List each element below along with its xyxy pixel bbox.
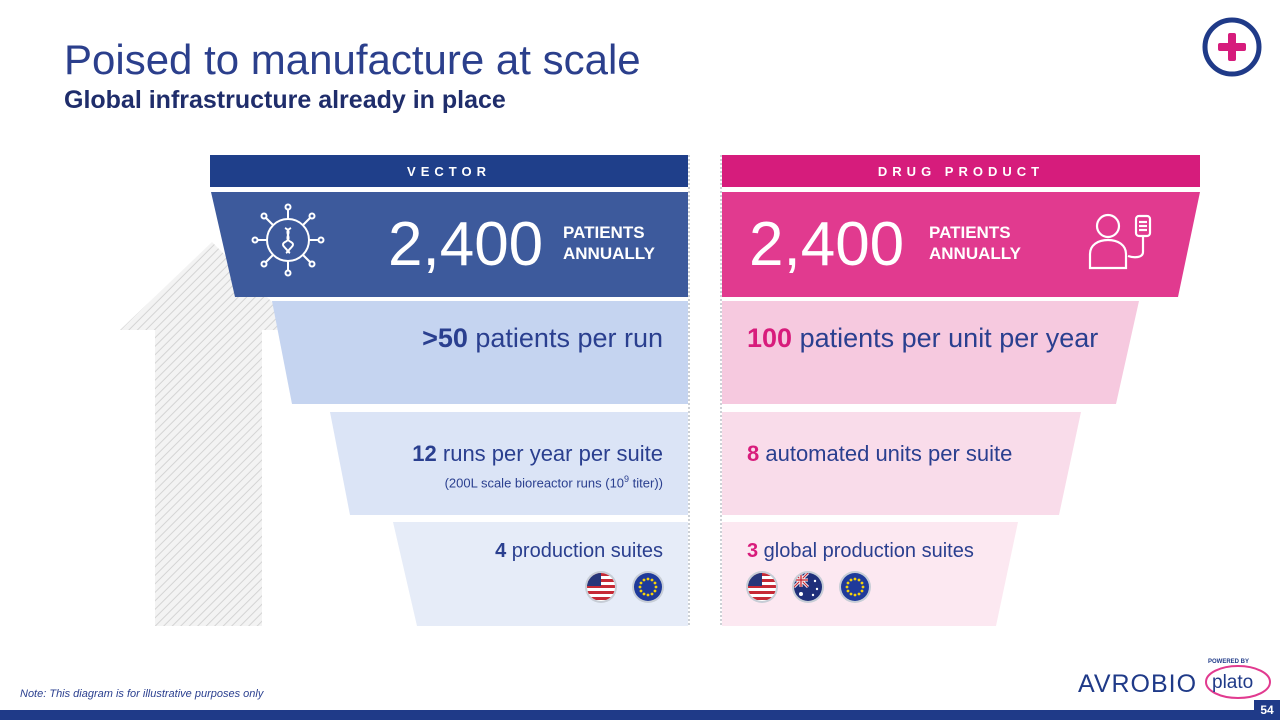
growth-arrow (120, 242, 300, 626)
vector-tier2-note: (200L scale bioreactor runs (109 titer)) (445, 474, 663, 490)
vector-tier2-note-sup: 9 (624, 474, 630, 484)
drug-headline-number: 2,400 (749, 210, 905, 279)
drug-tier3-value: 3 (747, 540, 759, 562)
drug-tier2-value: 8 (747, 441, 760, 466)
drug-headline-unit-line1: PATIENTS (929, 223, 1011, 242)
drug-headline-unit-line2: ANNUALLY (929, 244, 1021, 263)
vector-tier1-value: >50 (422, 323, 468, 353)
footer-bar (0, 710, 1280, 720)
drug-tier3-band (722, 522, 1018, 626)
vector-tier1-band (272, 301, 688, 404)
vector-tier2-note-post: titer)) (629, 475, 663, 491)
drug-tier1-text: 100 patients per unit per year (747, 323, 1098, 354)
drug-tier2-band (722, 412, 1081, 515)
eu-flag-icon (839, 571, 871, 603)
svg-text:POWERED BY: POWERED BY (1208, 659, 1249, 665)
vector-tier3-band (393, 522, 688, 626)
vector-tier2-text: 12 runs per year per suite (412, 441, 663, 467)
plus-icon (1202, 17, 1262, 77)
drug-tier1-value: 100 (747, 323, 793, 353)
drug-tier3-label: global production suites (758, 540, 974, 562)
patient-iv-icon (1088, 213, 1152, 270)
virus-icon (251, 203, 325, 277)
drug-headline-band (722, 192, 1200, 297)
drug-tier2-label: automated units per suite (759, 441, 1013, 466)
vector-tier3-label: production suites (506, 540, 663, 562)
eu-flag-icon (632, 571, 664, 603)
vector-tier2-band (330, 412, 688, 515)
vector-tier2-note-pre: (200L scale bioreactor runs (10 (444, 475, 625, 491)
vector-column-header: VECTOR (210, 155, 688, 187)
australia-flag-icon (792, 571, 824, 603)
vector-headline-number: 2,400 (388, 210, 544, 279)
page-title: Poised to manufacture at scale (64, 36, 641, 83)
page-number: 54 (1254, 700, 1280, 720)
drug-header-label: DRUG PRODUCT (877, 163, 1045, 179)
vector-header-label: VECTOR (407, 163, 491, 179)
vector-headline-unit: PATIENTS ANNUALLY (563, 222, 655, 264)
vector-tier2-value: 12 (412, 441, 437, 466)
us-flag-icon (746, 571, 778, 603)
vector-headline-unit-line1: PATIENTS (563, 223, 645, 242)
drug-product-column-header: DRUG PRODUCT (722, 155, 1200, 187)
svg-text:AVROBIO: AVROBIO (1078, 670, 1197, 698)
svg-text:plato: plato (1212, 672, 1253, 693)
page-subtitle: Global infrastructure already in place (64, 86, 506, 114)
vector-tier2-label: runs per year per suite (436, 441, 663, 466)
vector-tier1-label: patients per run (467, 323, 663, 353)
drug-tier1-band (722, 301, 1139, 404)
footnote: Note: This diagram is for illustrative p… (20, 688, 264, 700)
vector-tier3-value: 4 (495, 540, 507, 562)
vector-tier3-text: 4 production suites (495, 540, 663, 563)
us-flag-icon (585, 571, 617, 603)
vector-tier1-text: >50 patients per run (422, 323, 663, 354)
drug-tier3-text: 3 global production suites (747, 540, 974, 563)
vector-headline-unit-line2: ANNUALLY (563, 244, 655, 263)
drug-tier1-label: patients per unit per year (792, 323, 1099, 353)
drug-headline-unit: PATIENTS ANNUALLY (929, 222, 1021, 264)
drug-tier2-text: 8 automated units per suite (747, 441, 1012, 467)
avrobio-plato-logo: AVROBIO plato POWERED BY (1078, 659, 1271, 699)
vector-headline-band (211, 192, 688, 297)
